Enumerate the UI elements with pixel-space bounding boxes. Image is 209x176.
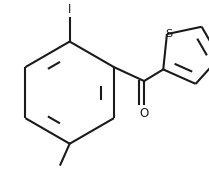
Text: O: O [139,107,149,120]
Text: S: S [165,29,172,39]
Text: I: I [68,2,71,15]
